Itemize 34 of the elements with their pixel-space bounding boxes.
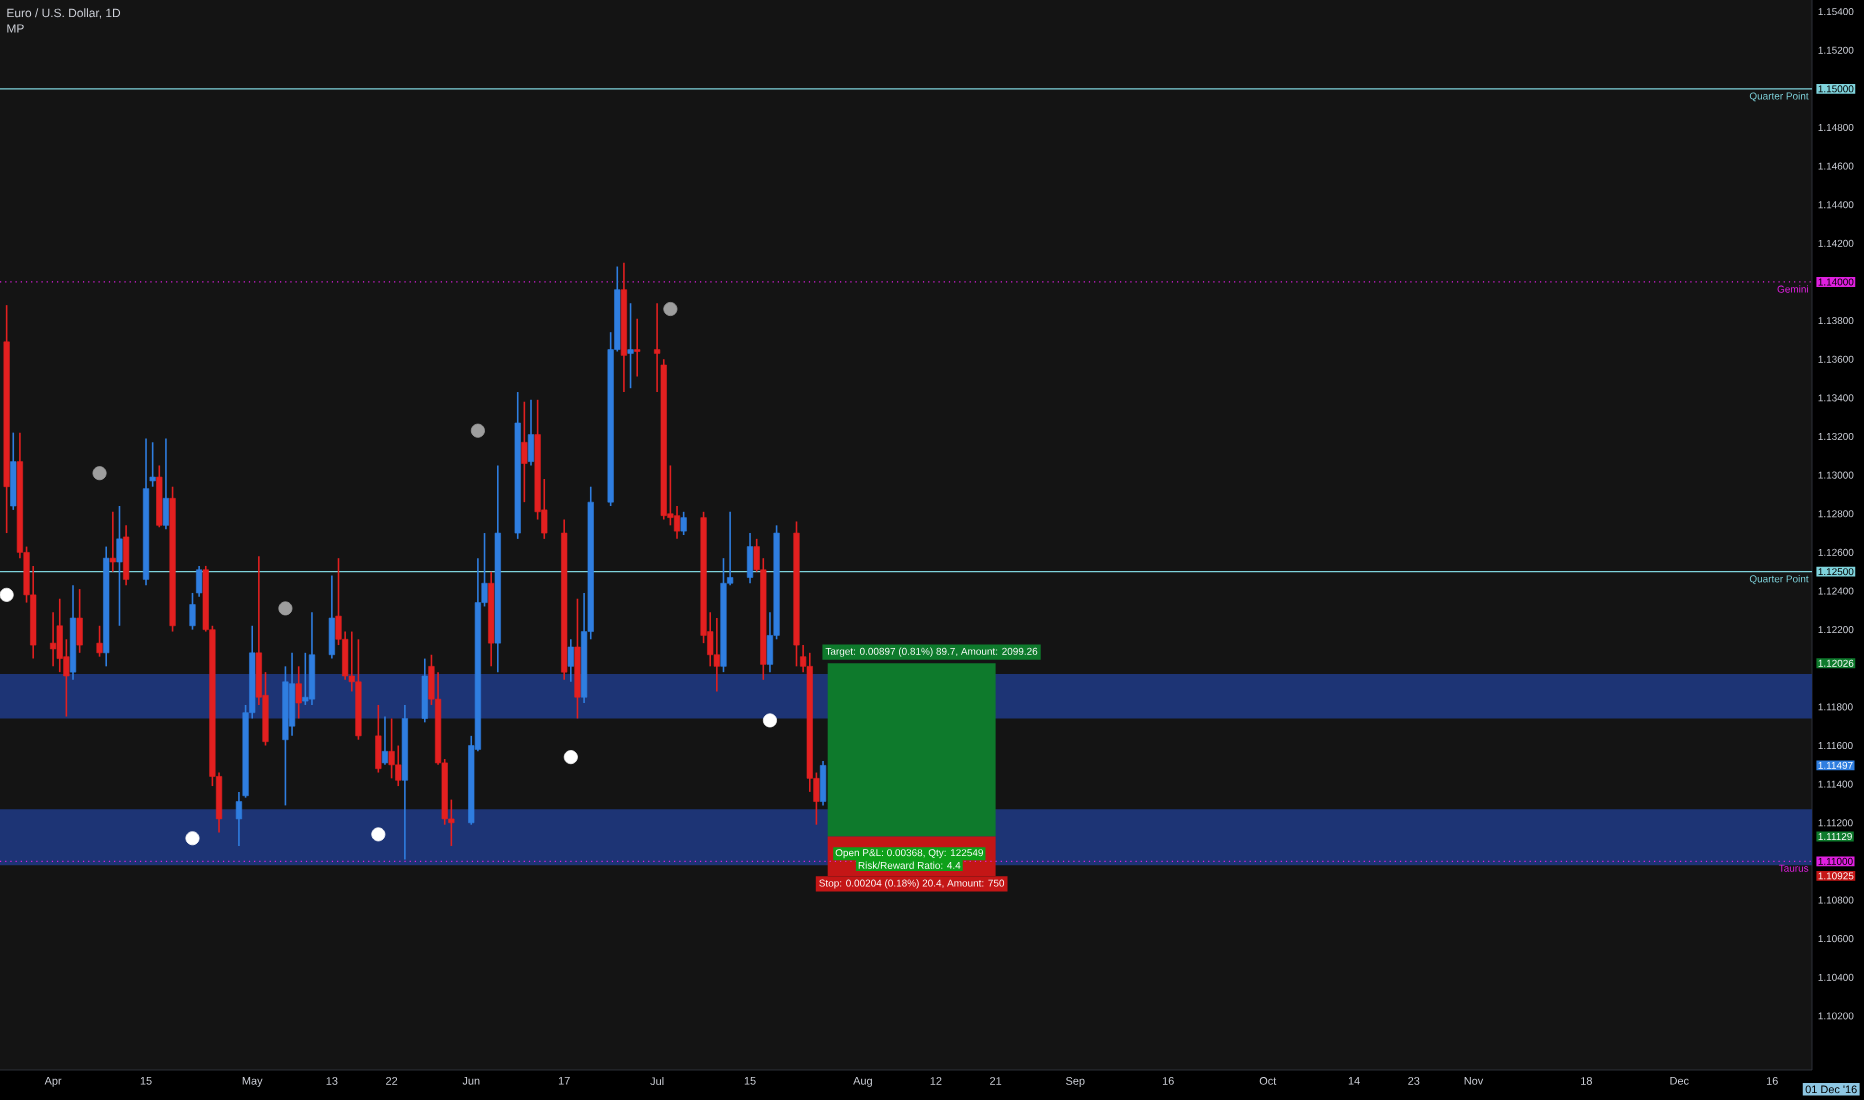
point <box>371 827 386 842</box>
candlestick <box>388 717 395 780</box>
candlestick <box>421 657 428 724</box>
point <box>663 302 678 317</box>
candlestick <box>308 611 316 706</box>
point <box>185 831 200 846</box>
point <box>470 423 485 438</box>
candlestick <box>50 611 57 668</box>
point <box>0 587 14 602</box>
candlestick <box>96 624 103 658</box>
candlestick <box>123 524 130 587</box>
candlestick <box>116 505 123 627</box>
candlestick <box>162 437 170 530</box>
candlestick <box>634 317 641 378</box>
candlestick <box>567 638 574 683</box>
point <box>762 713 777 728</box>
candlestick <box>381 715 389 766</box>
candlestick <box>109 511 116 573</box>
candlestick <box>295 665 302 720</box>
candlestick <box>527 398 535 467</box>
candlestick <box>627 302 634 389</box>
candlestick <box>521 400 528 503</box>
candlestick <box>713 617 720 693</box>
candlestick <box>10 431 17 511</box>
point <box>278 601 293 616</box>
candlestick <box>328 574 335 660</box>
candlestick <box>375 704 382 774</box>
candlestick <box>819 760 827 807</box>
point <box>563 750 578 765</box>
candlestick <box>288 652 296 737</box>
candlestick <box>76 588 83 654</box>
candlestick <box>680 511 687 536</box>
point <box>92 466 107 481</box>
candlestick <box>746 532 754 585</box>
